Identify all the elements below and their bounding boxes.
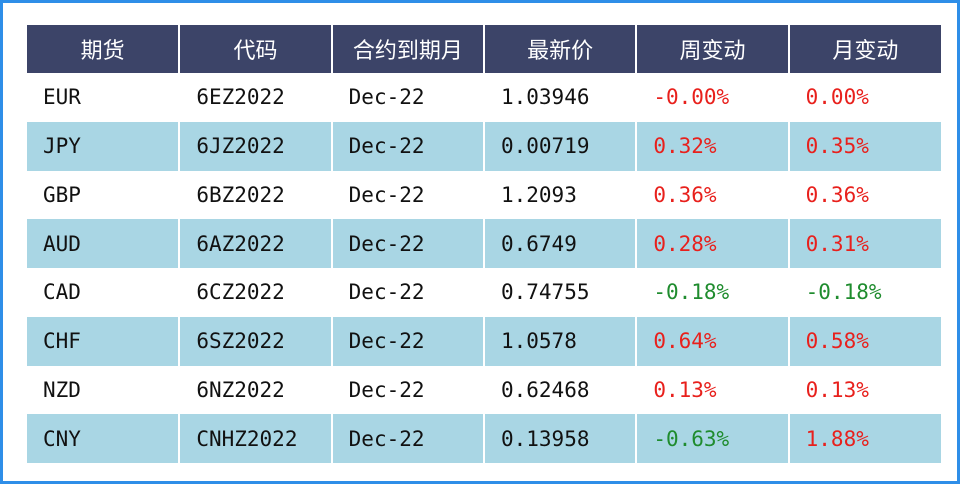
cell-currency: CHF	[27, 316, 181, 366]
cell-expiry: Dec-22	[331, 414, 485, 463]
cell-monthly-change: 0.35%	[788, 121, 941, 171]
cell-weekly-change: 0.13%	[636, 365, 790, 415]
cell-price: 0.74755	[483, 268, 638, 317]
table-row: NZD 6NZ2022 Dec-22 0.62468 0.13% 0.13%	[27, 365, 941, 415]
cell-currency: CAD	[27, 268, 181, 317]
header-futures: 期货	[27, 25, 181, 73]
table-row: EUR 6EZ2022 Dec-22 1.03946 -0.00% 0.00%	[27, 73, 941, 122]
cell-weekly-change: 0.64%	[636, 316, 790, 366]
cell-price: 0.62468	[483, 365, 638, 415]
cell-monthly-change: 0.58%	[788, 316, 941, 366]
cell-weekly-change: 0.36%	[636, 170, 790, 220]
cell-code: 6SZ2022	[179, 316, 333, 366]
futures-quote-table: 期货 代码 合约到期月 最新价 周变动 月变动 EUR 6EZ2022 Dec-…	[27, 25, 941, 463]
cell-monthly-change: 0.00%	[788, 73, 941, 122]
cell-currency: JPY	[27, 121, 181, 171]
header-row: 期货 代码 合约到期月 最新价 周变动 月变动	[27, 25, 941, 73]
header-monthly-change: 月变动	[788, 25, 941, 73]
cell-currency: AUD	[27, 219, 181, 268]
cell-weekly-change: -0.18%	[636, 268, 790, 317]
cell-expiry: Dec-22	[331, 73, 485, 122]
cell-monthly-change: -0.18%	[788, 268, 941, 317]
cell-price: 0.00719	[483, 121, 638, 171]
cell-price: 1.0578	[483, 316, 638, 366]
cell-expiry: Dec-22	[331, 219, 485, 268]
table-row: AUD 6AZ2022 Dec-22 0.6749 0.28% 0.31%	[27, 219, 941, 268]
cell-code: 6BZ2022	[179, 170, 333, 220]
table-row: CHF 6SZ2022 Dec-22 1.0578 0.64% 0.58%	[27, 316, 941, 366]
cell-monthly-change: 0.13%	[788, 365, 941, 415]
header-latest-price: 最新价	[483, 25, 638, 73]
cell-expiry: Dec-22	[331, 121, 485, 171]
cell-currency: NZD	[27, 365, 181, 415]
cell-monthly-change: 0.31%	[788, 219, 941, 268]
header-expiry-month: 合约到期月	[331, 25, 485, 73]
cell-monthly-change: 1.88%	[788, 414, 941, 463]
cell-price: 1.2093	[483, 170, 638, 220]
cell-price: 0.13958	[483, 414, 638, 463]
cell-currency: CNY	[27, 414, 181, 463]
cell-weekly-change: -0.63%	[636, 414, 790, 463]
table-row: JPY 6JZ2022 Dec-22 0.00719 0.32% 0.35%	[27, 121, 941, 171]
table-row: CAD 6CZ2022 Dec-22 0.74755 -0.18% -0.18%	[27, 268, 941, 317]
cell-weekly-change: 0.28%	[636, 219, 790, 268]
cell-code: CNHZ2022	[179, 414, 333, 463]
cell-weekly-change: 0.32%	[636, 121, 790, 171]
cell-code: 6AZ2022	[179, 219, 333, 268]
cell-expiry: Dec-22	[331, 268, 485, 317]
cell-currency: EUR	[27, 73, 181, 122]
cell-currency: GBP	[27, 170, 181, 220]
header-code: 代码	[179, 25, 333, 73]
header-weekly-change: 周变动	[636, 25, 790, 73]
cell-weekly-change: -0.00%	[636, 73, 790, 122]
table-row: GBP 6BZ2022 Dec-22 1.2093 0.36% 0.36%	[27, 170, 941, 220]
table-row: CNY CNHZ2022 Dec-22 0.13958 -0.63% 1.88%	[27, 414, 941, 463]
cell-price: 1.03946	[483, 73, 638, 122]
cell-monthly-change: 0.36%	[788, 170, 941, 220]
cell-code: 6JZ2022	[179, 121, 333, 171]
cell-code: 6NZ2022	[179, 365, 333, 415]
cell-code: 6CZ2022	[179, 268, 333, 317]
cell-price: 0.6749	[483, 219, 638, 268]
cell-expiry: Dec-22	[331, 316, 485, 366]
cell-code: 6EZ2022	[179, 73, 333, 122]
cell-expiry: Dec-22	[331, 170, 485, 220]
cell-expiry: Dec-22	[331, 365, 485, 415]
